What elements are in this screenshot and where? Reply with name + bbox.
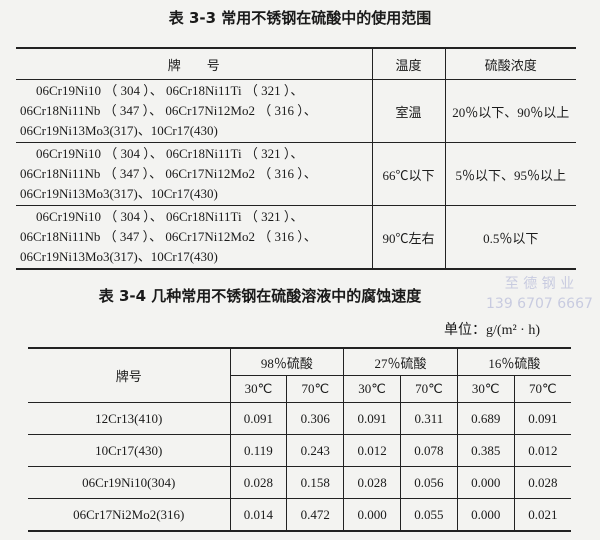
- header-group: 27％硫酸: [343, 347, 458, 376]
- header-row: 牌号 98％硫酸 27％硫酸 16％硫酸: [28, 347, 571, 403]
- grades-cell: 06Cr19Ni10 （ 304 ）、 06Cr18Ni11Ti （ 321 ）…: [16, 205, 373, 270]
- value-cell: 0.028: [343, 466, 401, 499]
- value-cell: 0.028: [513, 466, 571, 499]
- value-cell: 0.158: [286, 466, 345, 499]
- header-group: 16％硫酸: [456, 347, 571, 376]
- value-cell: 0.119: [229, 434, 288, 467]
- header-grade: 牌 号: [16, 47, 373, 80]
- corrosion-rate-table: 牌号 98％硫酸 27％硫酸 16％硫酸 30℃ 70℃ 30℃ 70℃ 30℃…: [28, 347, 571, 532]
- value-cell: 0.078: [399, 434, 458, 467]
- grade-cell: 10Cr17(430): [28, 434, 231, 467]
- value-cell: 0.000: [456, 498, 515, 532]
- value-cell: 0.311: [399, 402, 458, 435]
- grades-cell: 06Cr19Ni10 （ 304 ）、 06Cr18Ni11Ti （ 321 ）…: [16, 142, 373, 206]
- concentration-cell: 20％以下、90％以上: [444, 79, 576, 143]
- table-row: 06Cr19Ni10 （ 304 ）、 06Cr18Ni11Ti （ 321 ）…: [16, 79, 576, 143]
- value-cell: 0.021: [513, 498, 571, 532]
- value-cell: 0.091: [229, 402, 288, 435]
- header-grade: 牌号: [28, 347, 231, 403]
- header-temp: 30℃: [230, 375, 288, 403]
- value-cell: 0.056: [399, 466, 458, 499]
- header-temp: 30℃: [456, 375, 515, 403]
- header-temp: 70℃: [399, 375, 458, 403]
- value-cell: 0.000: [456, 466, 515, 499]
- unit-label: 单位：g/(m² · h): [444, 323, 540, 338]
- value-cell: 0.028: [229, 466, 288, 499]
- grade-cell: 06Cr17Ni2Mo2(316): [28, 498, 231, 532]
- value-cell: 0.014: [229, 498, 288, 532]
- table-row: 06Cr19Ni10 （ 304 ）、 06Cr18Ni11Ti （ 321 ）…: [16, 205, 576, 270]
- header-group: 98％硫酸: [229, 347, 345, 376]
- header-temperature: 温度: [371, 47, 446, 80]
- value-cell: 0.000: [343, 498, 401, 532]
- grade-cell: 06Cr19Ni10(304): [28, 466, 231, 499]
- temperature-cell: 90℃左右: [371, 205, 446, 270]
- header-row: 牌 号 温度 硫酸浓度: [16, 47, 576, 80]
- table-row: 10Cr17(430) 0.119 0.243 0.012 0.078 0.385 0.01…: [28, 434, 571, 467]
- table-3-4-title: 表 3-4 几种常用不锈钢在硫酸溶液中的腐蚀速度: [98, 287, 422, 305]
- watermark: 至 德 钢 业 139 6707 6667: [486, 276, 593, 312]
- value-cell: 0.689: [456, 402, 515, 435]
- value-cell: 0.055: [399, 498, 458, 532]
- concentration-cell: 5％以下、95％以上: [444, 142, 576, 206]
- value-cell: 0.306: [286, 402, 345, 435]
- value-cell: 0.091: [343, 402, 401, 435]
- value-cell: 0.385: [456, 434, 515, 467]
- table-3-3-title: 表 3-3 常用不锈钢在硫酸中的使用范围: [168, 9, 432, 27]
- table-row: 12Cr13(410) 0.091 0.306 0.091 0.311 0.689 0.09…: [28, 402, 571, 435]
- value-cell: 0.012: [343, 434, 401, 467]
- header-temp: 30℃: [343, 375, 401, 403]
- header-concentration: 硫酸浓度: [444, 47, 576, 80]
- temperature-cell: 66℃以下: [371, 142, 446, 206]
- table-row: 06Cr17Ni2Mo2(316) 0.014 0.472 0.000 0.055 0.0…: [28, 498, 571, 532]
- temperature-cell: 室温: [371, 79, 446, 143]
- sulfuric-acid-usage-table: 牌 号 温度 硫酸浓度 06Cr19Ni10 （ 304 ）、 06Cr18Ni…: [16, 47, 576, 270]
- value-cell: 0.472: [286, 498, 345, 532]
- concentration-cell: 0.5％以下: [444, 205, 576, 270]
- table-row: 06Cr19Ni10(304) 0.028 0.158 0.028 0.056 0.000…: [28, 466, 571, 499]
- value-cell: 0.243: [286, 434, 345, 467]
- grades-cell: 06Cr19Ni10 （ 304 ）、 06Cr18Ni11Ti （ 321 ）…: [16, 79, 373, 143]
- value-cell: 0.091: [513, 402, 571, 435]
- table-row: 06Cr19Ni10 （ 304 ）、 06Cr18Ni11Ti （ 321 ）…: [16, 142, 576, 206]
- header-temp: 70℃: [513, 375, 571, 403]
- value-cell: 0.012: [513, 434, 571, 467]
- header-temp: 70℃: [286, 375, 345, 403]
- grade-cell: 12Cr13(410): [28, 402, 231, 435]
